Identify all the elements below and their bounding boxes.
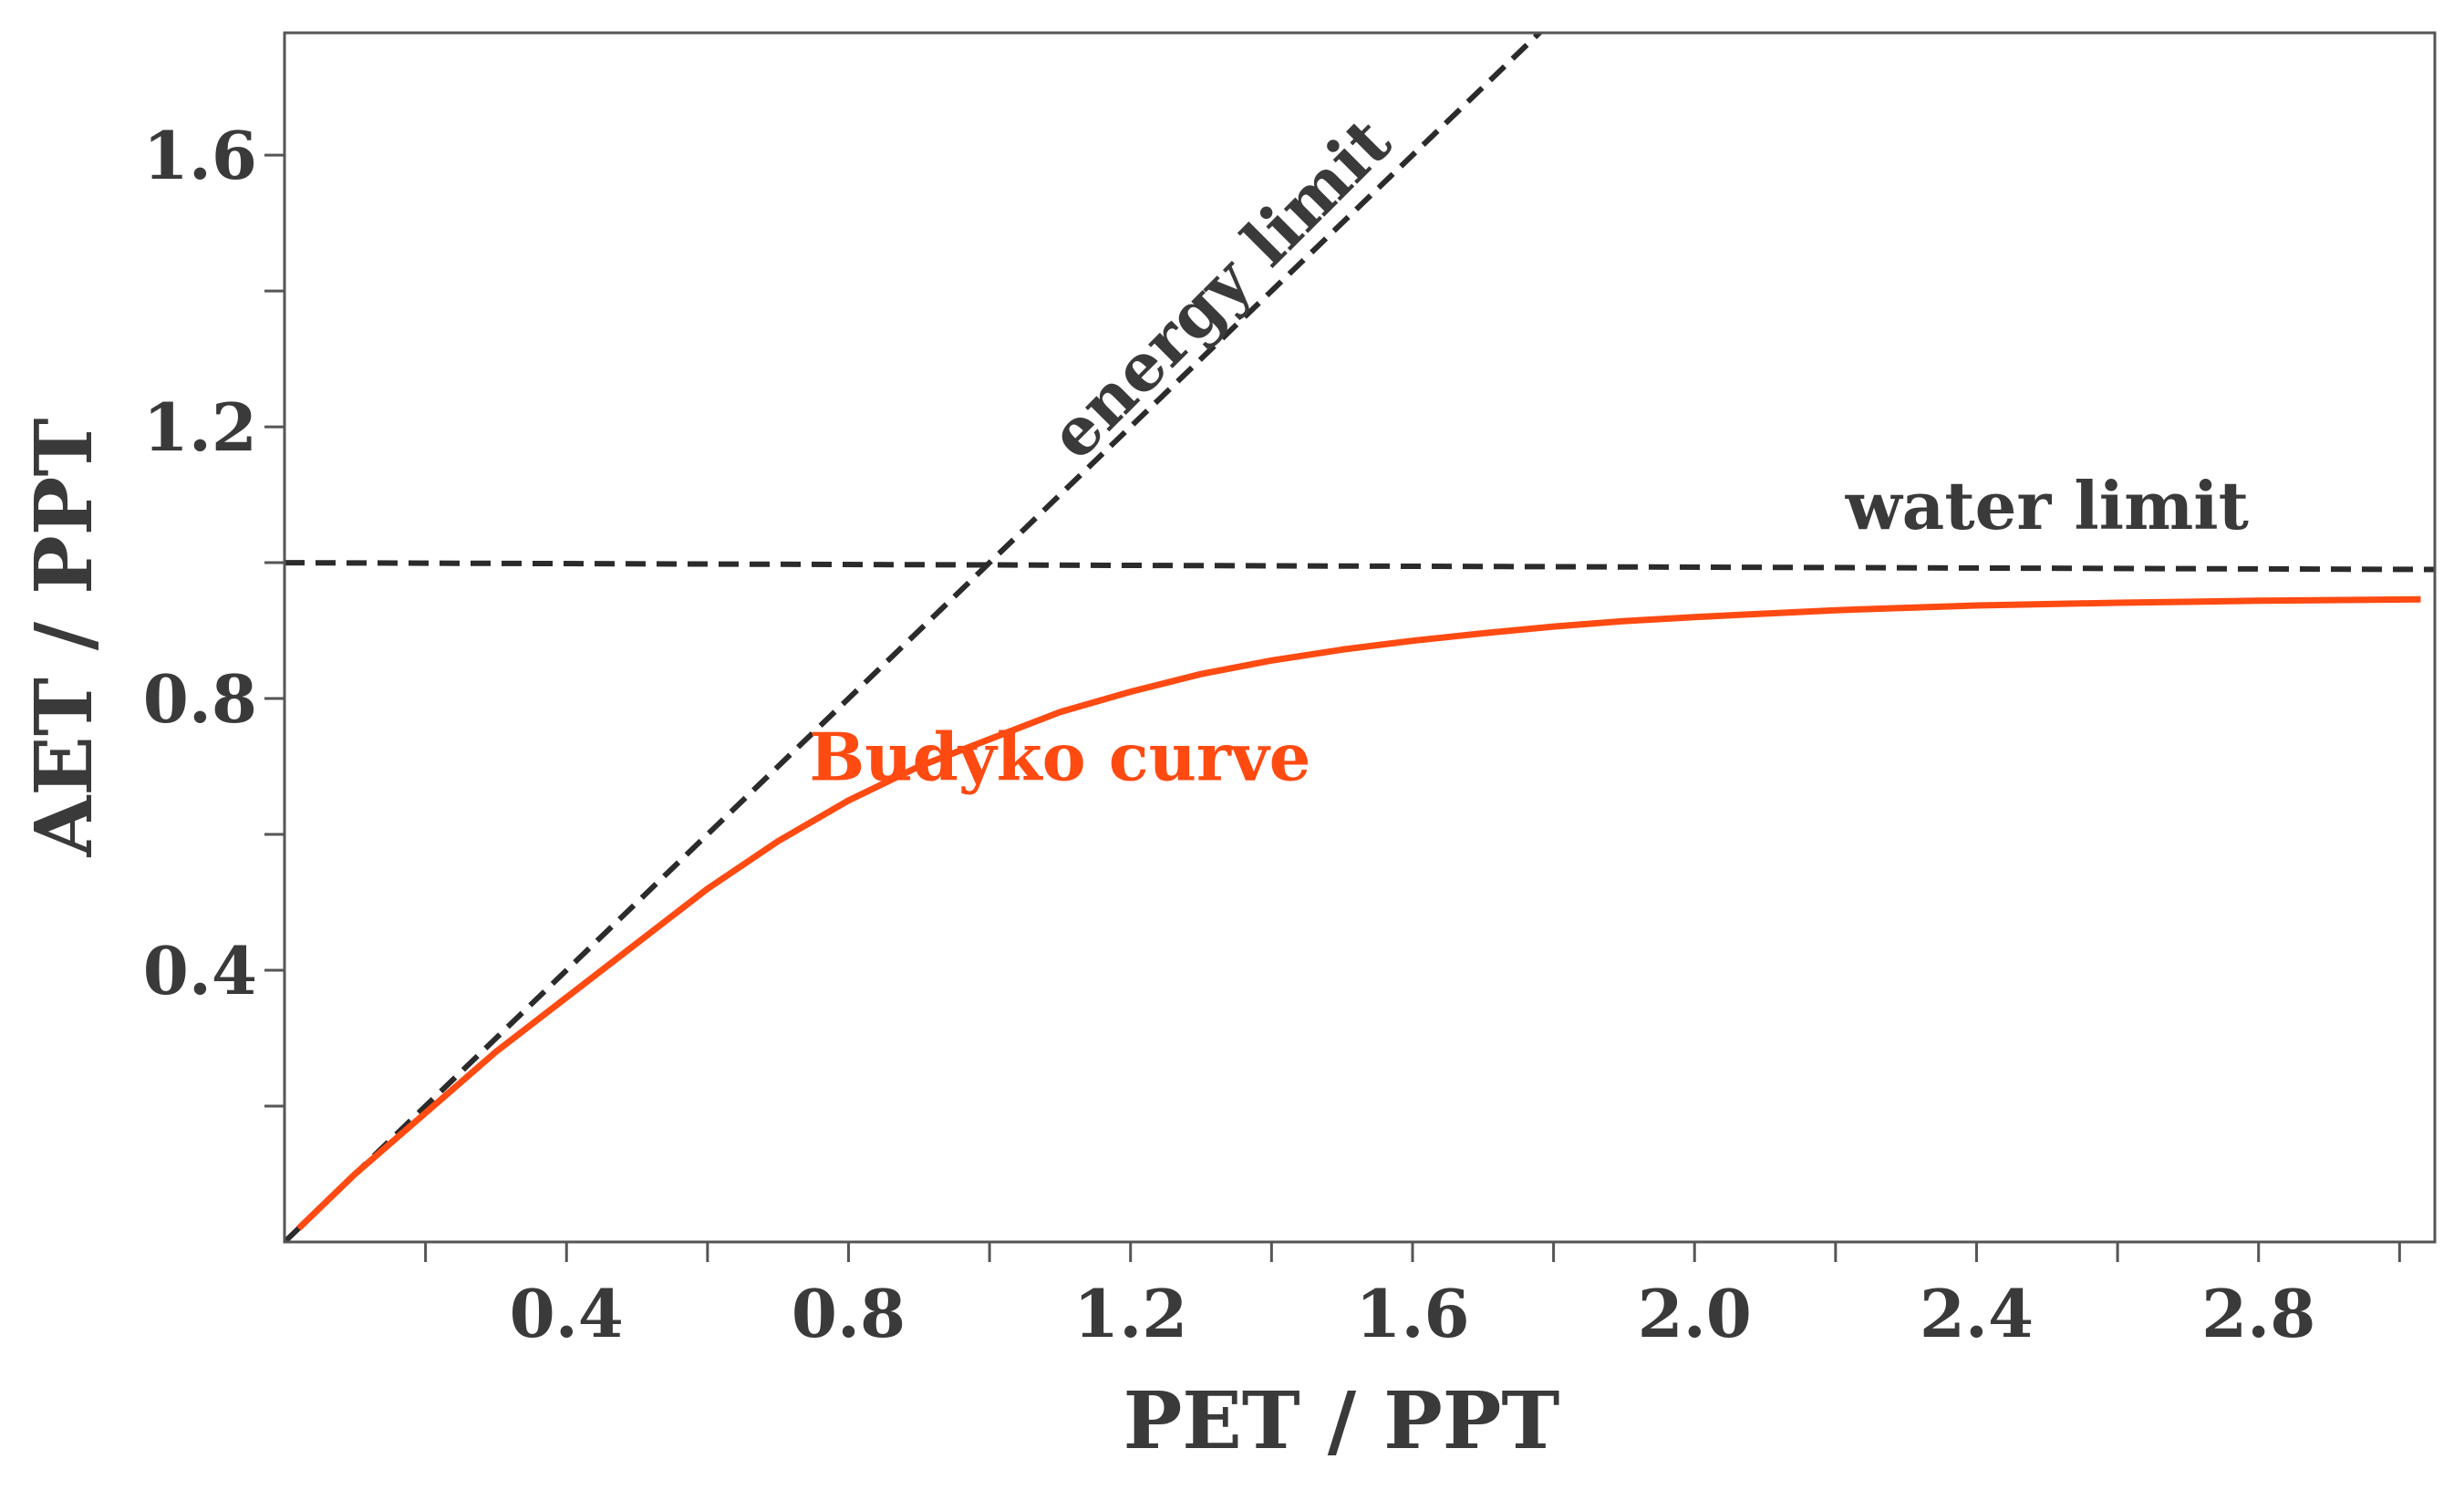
labels: 0.4 0.8 1.2 1.6 2.0 2.4 2.8 0.4 0.8 1.2 1.6 PET / P… — [18, 102, 2315, 1467]
x-axis-title: PET / PPT — [1123, 1375, 1560, 1467]
budyko-curve-line — [296, 595, 2421, 1231]
y-tick-label: 1.6 — [143, 117, 257, 194]
plot-marks — [285, 33, 2435, 1242]
plot-frame — [283, 31, 2437, 1244]
y-tick-label: 0.8 — [143, 660, 257, 738]
axes — [264, 31, 2437, 1262]
y-tick-label: 1.2 — [143, 388, 257, 466]
x-tick-label: 1.6 — [1355, 1275, 1469, 1352]
budyko-curve-label: Budyko curve — [809, 718, 1310, 795]
water-limit-label: water limit — [1845, 467, 2249, 544]
x-tick-label: 0.8 — [792, 1275, 906, 1352]
water-limit-line — [285, 560, 2435, 573]
x-tick-label: 2.0 — [1638, 1275, 1752, 1352]
y-axis-title: AET / PPT — [18, 419, 110, 858]
energy-limit-line — [285, 33, 1544, 1242]
energy-limit-label: energy limit — [1034, 102, 1405, 473]
y-tick-label: 0.4 — [143, 932, 257, 1009]
x-tick-label: 1.2 — [1073, 1275, 1187, 1352]
x-tick-label: 2.4 — [1920, 1275, 2034, 1352]
x-tick-label: 0.4 — [510, 1275, 624, 1352]
x-tick-label: 2.8 — [2201, 1275, 2315, 1352]
